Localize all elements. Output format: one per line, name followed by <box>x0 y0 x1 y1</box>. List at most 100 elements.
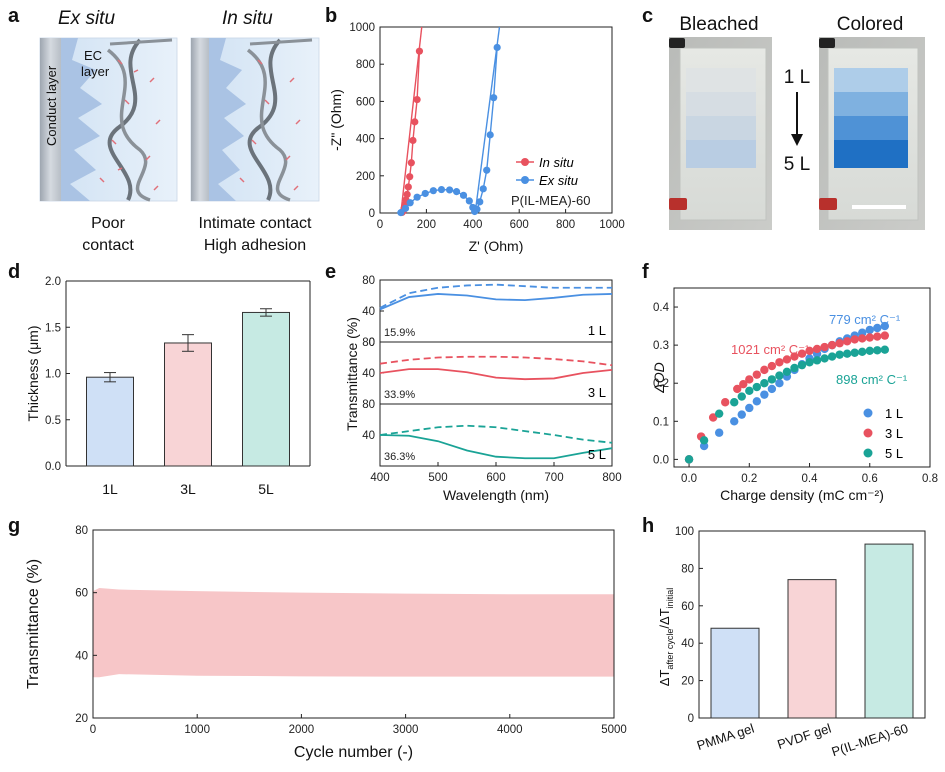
f-point-3L <box>820 342 829 352</box>
f-point-3L <box>835 339 844 348</box>
f-xtick-label: 0.6 <box>862 473 878 485</box>
f-point-5L <box>842 349 852 358</box>
e-xtick-label: 800 <box>602 472 621 484</box>
f-point-1L <box>752 397 762 406</box>
f-point-5L <box>684 455 694 464</box>
legend-marker-5L <box>863 448 873 458</box>
f-point-3L <box>850 335 859 344</box>
e-bleached-line-3L <box>379 355 613 367</box>
f-point-3L <box>812 344 822 354</box>
b-xtick-label: 600 <box>510 219 529 231</box>
f-ytick-label: 0.3 <box>653 340 669 352</box>
layers-top-label: 1 L <box>784 67 810 88</box>
e-ytick-label: 80 <box>362 399 375 411</box>
legend-label-in-situ: In situ <box>539 155 574 170</box>
b-point-ex-situ <box>459 191 468 199</box>
f-point-3L <box>790 352 799 361</box>
colored-photo <box>819 37 925 230</box>
nyquist-chart: P(IL-MEA)-60 0 200 400 600 800 1000 0 200 400 600… <box>328 22 625 254</box>
b-point-ex-situ <box>452 188 461 196</box>
f-point-3L <box>752 370 762 379</box>
b-ytick-label: 200 <box>356 171 375 183</box>
scale-bar <box>852 205 906 209</box>
e-colored-line-5L <box>379 434 613 460</box>
d-bar-5L <box>242 311 290 467</box>
f-point-3L <box>827 340 837 350</box>
g-ytick-label: 80 <box>75 525 88 537</box>
g-xtick-label: 1000 <box>184 724 210 736</box>
h-category-label: PMMA gel <box>695 721 756 754</box>
b-point-ex-situ <box>413 193 421 201</box>
panel-c-photos: Bleached Colored 1 L 5 L <box>669 14 925 230</box>
f-point-3L <box>721 398 730 407</box>
f-ytick-label: 0.2 <box>653 378 669 390</box>
f-point-1L <box>730 417 739 426</box>
b-xlabel: Z' (Ohm) <box>469 238 524 254</box>
f-point-3L <box>775 358 784 367</box>
e-colored-line-1L <box>379 293 613 311</box>
f-point-3L <box>805 346 814 356</box>
nyquist-legend: In situ Ex situ <box>516 155 578 188</box>
b-point-ex-situ <box>486 131 494 139</box>
f-point-5L <box>827 352 837 361</box>
f-point-5L <box>858 347 867 356</box>
d-bar-3L <box>164 342 212 467</box>
f-point-3L <box>708 413 718 422</box>
h-ylabel-mid: /ΔT <box>657 608 672 628</box>
f-point-1L <box>745 403 754 413</box>
legend-marker-1L <box>863 408 873 418</box>
f-point-5L <box>745 386 754 396</box>
in-situ-title: In situ <box>222 8 273 29</box>
g-xtick-label: 2000 <box>289 724 315 736</box>
layers-arrow-head <box>791 134 803 146</box>
b-point-ex-situ <box>437 185 446 194</box>
b-point-in-situ <box>411 118 419 126</box>
od-legend: 1 L 3 L 5 L <box>863 406 903 461</box>
transmittance-spectra-chart: 0 40 80 15.9% 1 L 40 80 33.9% 3 L 40 80 36.3% 5 L 400… <box>344 275 622 503</box>
b-ytick-label: 800 <box>356 59 375 71</box>
b-xtick-label: 800 <box>556 219 575 231</box>
f-point-3L <box>767 361 777 371</box>
g-ylabel: Transmittance (%) <box>25 559 42 689</box>
f-point-3L <box>733 384 742 394</box>
f-xlabel: Charge density (mC cm⁻²) <box>720 487 884 503</box>
panel-label-d: d <box>8 261 20 283</box>
f-point-5L <box>699 436 709 445</box>
b-point-ex-situ <box>421 189 429 198</box>
in-situ-diagram <box>190 37 320 202</box>
e-xtick-label: 700 <box>544 472 563 484</box>
b-point-ex-situ <box>490 94 498 102</box>
e-bleached-line-5L <box>379 424 613 444</box>
h-ylabel: ΔTafter cycle/ΔTinitial <box>657 588 675 686</box>
legend-label-5L: 5 L <box>885 446 903 461</box>
h-ytick-label: 40 <box>681 638 694 650</box>
panel-label-c: c <box>642 5 653 27</box>
d-ylabel: Thickness (μm) <box>25 326 41 422</box>
d-bar-1L <box>86 376 134 467</box>
f-point-1L <box>714 428 724 437</box>
e-ytick-label: 40 <box>362 430 375 442</box>
f-xtick-label: 0.0 <box>681 473 697 485</box>
efficiency-label-1L: 779 cm² C⁻¹ <box>829 312 901 327</box>
b-point-ex-situ <box>465 197 473 205</box>
e-layer-label-5L: 5 L <box>588 447 606 462</box>
f-point-3L <box>745 375 754 384</box>
f-point-1L <box>865 325 874 335</box>
panel-label-h: h <box>642 515 654 537</box>
g-xtick-label: 0 <box>90 724 96 736</box>
e-ytick-label: 40 <box>362 368 375 380</box>
f-point-3L <box>739 379 748 389</box>
e-layer-label-1L: 1 L <box>588 323 606 338</box>
layers-bottom-label: 5 L <box>784 154 810 175</box>
e-ytick-label: 40 <box>362 306 375 318</box>
in-caption-1: Intimate contact <box>199 215 313 232</box>
legend-marker-3L <box>863 428 873 438</box>
b-ytick-label: 0 <box>369 208 375 220</box>
e-modulation-1L: 15.9% <box>384 327 415 339</box>
b-point-ex-situ <box>483 166 491 174</box>
f-ytick-label: 0.4 <box>653 302 670 314</box>
b-fit-line-ex-situ <box>474 26 501 214</box>
h-ytick-label: 20 <box>681 676 694 688</box>
b-point-in-situ <box>403 190 411 198</box>
f-xtick-label: 0.4 <box>802 473 819 485</box>
